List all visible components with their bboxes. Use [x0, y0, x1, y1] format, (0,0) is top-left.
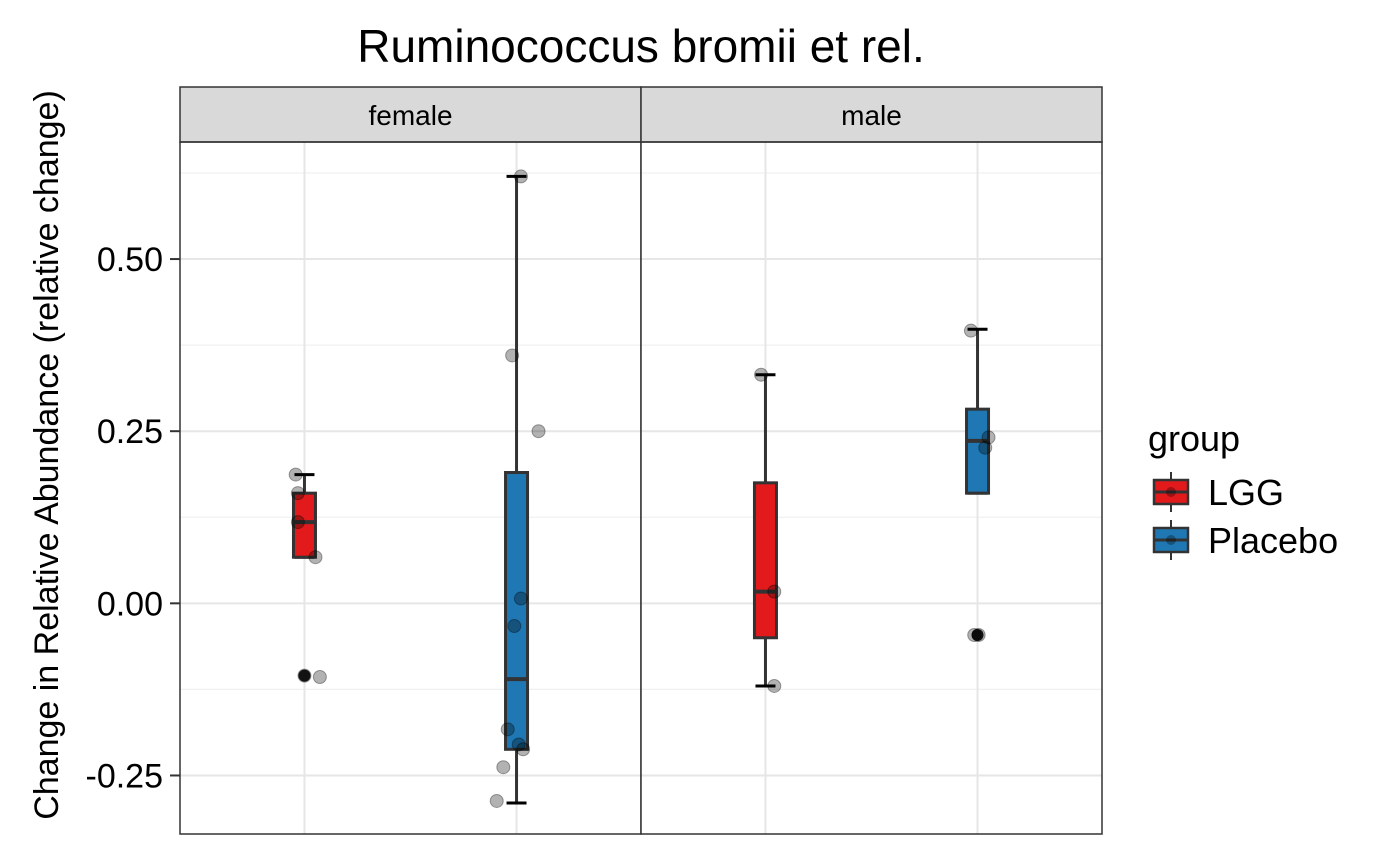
jitter-point	[513, 169, 528, 184]
legend-label-lgg: LGG	[1208, 472, 1284, 513]
y-axis-label: Change in Relative Abundance (relative c…	[28, 90, 66, 820]
box-body	[291, 491, 317, 559]
jitter-point	[516, 742, 531, 757]
box-male-Placebo	[965, 327, 991, 642]
jitter-point	[767, 584, 782, 599]
jitter-point	[290, 486, 305, 501]
jitter-point	[496, 760, 511, 775]
jitter-point	[767, 678, 782, 693]
legend-key-point	[1166, 487, 1176, 497]
jitter-point	[308, 550, 323, 565]
legend: group LGG Placebo	[1148, 418, 1338, 561]
y-tick-label: 0.00	[97, 585, 163, 623]
jitter-point	[511, 737, 526, 752]
y-axis: -0.25 0.00 0.25 0.50	[86, 241, 180, 795]
panel-background	[180, 142, 641, 834]
box-body	[965, 407, 991, 495]
facet-strip	[640, 86, 1103, 143]
facet-label-female: female	[368, 100, 452, 131]
jitter-point	[971, 628, 986, 643]
legend-label-placebo: Placebo	[1208, 520, 1338, 561]
panel-background	[641, 142, 1102, 834]
jitter-point	[290, 515, 305, 530]
facet-male: male	[640, 86, 1103, 835]
jitter-point	[500, 722, 515, 737]
jitter-point	[967, 628, 982, 643]
box-body	[504, 471, 530, 751]
facet-label-male: male	[841, 100, 902, 131]
y-tick-label: -0.25	[86, 757, 164, 795]
jitter-point	[963, 323, 978, 338]
y-tick-label: 0.25	[97, 413, 163, 451]
jitter-point	[297, 668, 312, 683]
box-body	[752, 481, 778, 640]
chart-title: Ruminococcus bromii et rel.	[357, 20, 925, 72]
outlier-point	[298, 669, 311, 682]
legend-title: group	[1148, 418, 1240, 459]
legend-item-placebo: Placebo	[1152, 520, 1338, 561]
y-tick-label: 0.50	[97, 241, 163, 279]
box-female-LGG	[291, 473, 317, 682]
jitter-point	[507, 619, 522, 634]
jitter-point	[312, 670, 327, 685]
jitter-point	[513, 591, 528, 606]
jitter-point	[981, 430, 996, 445]
jitter-point	[505, 348, 520, 363]
facet-female: female	[179, 86, 642, 835]
legend-item-lgg: LGG	[1152, 472, 1284, 513]
box-male-LGG	[752, 373, 778, 688]
jitter-point	[288, 467, 303, 482]
jitter-point	[978, 440, 993, 455]
outlier-point	[971, 629, 984, 642]
jitter-point	[531, 424, 546, 439]
facet-panels: female male	[179, 86, 1103, 835]
jitter-point	[489, 793, 504, 808]
box-female-Placebo	[504, 174, 530, 805]
jitter-point	[754, 367, 769, 382]
legend-key-point	[1166, 535, 1176, 545]
panel-border	[640, 141, 1103, 835]
